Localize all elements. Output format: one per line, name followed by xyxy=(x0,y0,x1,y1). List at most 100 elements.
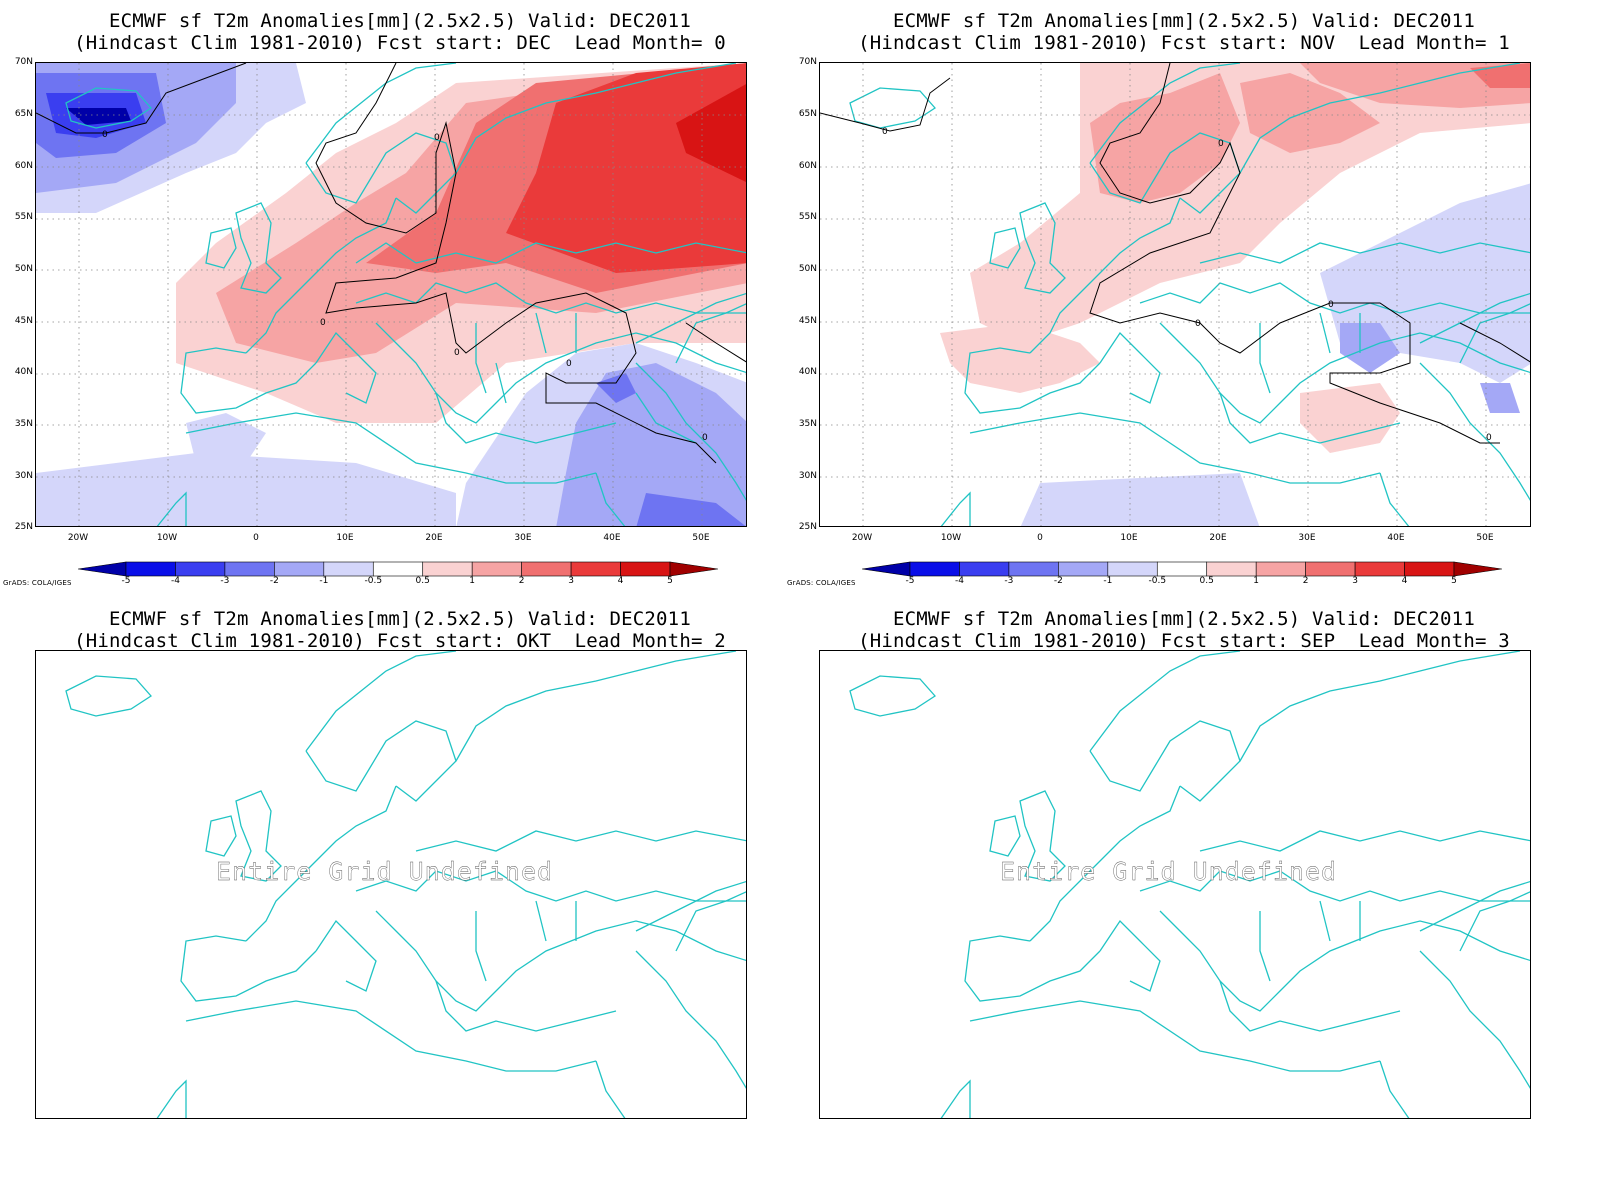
colorbar-label: -2 xyxy=(269,576,279,586)
colorbar-swatch xyxy=(274,561,325,577)
colorbar-label: 4 xyxy=(1401,576,1408,586)
lat-tick-label: 45N xyxy=(798,316,817,326)
colorbar-label: 0.5 xyxy=(415,576,430,586)
anomaly-shading xyxy=(940,63,1530,526)
colorbar-label: -3 xyxy=(220,576,230,586)
contour-label: 0 xyxy=(1328,300,1334,310)
lon-tick-label: 10E xyxy=(1120,533,1138,543)
contour-labels: 0 0 0 0 0 xyxy=(882,127,1492,443)
lat-tick-label: 55N xyxy=(14,212,33,222)
graticule xyxy=(820,63,1530,526)
colorbar-label: -2 xyxy=(1053,576,1063,586)
lon-tick-label: 40E xyxy=(603,533,621,543)
colorbar-swatch xyxy=(372,561,424,577)
lon-tick-label: 10W xyxy=(940,533,962,543)
colorbar-label: 2 xyxy=(518,576,525,586)
undefined-grid-message: Entire Grid Undefined xyxy=(216,857,554,886)
lat-tick-label: 30N xyxy=(14,471,33,481)
colorbar-label: -5 xyxy=(121,576,131,586)
colorbar-swatch xyxy=(1107,561,1158,577)
anomaly-map: 0 0 0 0 0 xyxy=(820,63,1530,526)
colorbar-swatch xyxy=(1008,561,1059,577)
coastlines xyxy=(849,63,1530,526)
colorbar-label: -4 xyxy=(170,576,180,586)
colorbar-label: 4 xyxy=(617,576,624,586)
lat-tick-label: 35N xyxy=(798,419,817,429)
grads-credit: GrADS: COLA/IGES xyxy=(787,579,856,587)
empty-map xyxy=(849,651,1530,1118)
zero-contours xyxy=(820,63,1530,444)
lon-tick-label: 20W xyxy=(67,533,89,543)
colorbar-swatch xyxy=(1058,561,1109,577)
lon-tick-label: 30E xyxy=(514,533,532,543)
lat-tick-label: 25N xyxy=(14,522,33,532)
lat-tick-label: 35N xyxy=(14,419,33,429)
zero-contours xyxy=(36,63,746,464)
lon-tick-label: 0 xyxy=(1037,533,1043,543)
lon-tick-label: 30E xyxy=(1298,533,1316,543)
colorbar-label: 5 xyxy=(1451,576,1457,586)
lat-tick-label: 70N xyxy=(798,57,817,67)
map-panel-lead-1: ECMWF sf T2m Anomalies[mm](2.5x2.5) Vali… xyxy=(784,0,1584,600)
lat-tick-label: 70N xyxy=(14,57,33,67)
lat-tick-label: 65N xyxy=(798,109,817,119)
anomaly-map: 0 0 0 0 0 0 xyxy=(36,63,746,526)
colorbar-label: -1 xyxy=(319,576,329,586)
lon-tick-label: 40E xyxy=(1387,533,1405,543)
colorbar-swatch xyxy=(175,561,226,577)
contour-label: 0 xyxy=(320,318,326,328)
contour-label: 0 xyxy=(102,130,108,140)
lon-tick-label: 50E xyxy=(1476,533,1494,543)
contour-label: 0 xyxy=(882,127,888,137)
lat-tick-label: 55N xyxy=(798,212,817,222)
colorbar-swatch xyxy=(1255,561,1306,577)
colorbar-swatch xyxy=(1404,561,1455,577)
contour-labels: 0 0 0 0 0 0 xyxy=(102,130,708,443)
coastlines xyxy=(65,651,746,1118)
lat-tick-label: 25N xyxy=(798,522,817,532)
colorbar-swatch xyxy=(125,561,176,577)
contour-label: 0 xyxy=(566,359,572,369)
lon-tick-label: 20E xyxy=(425,533,443,543)
map-panel-lead-2: ECMWF sf T2m Anomalies[mm](2.5x2.5) Vali… xyxy=(0,598,800,1198)
colorbar-label: -5 xyxy=(905,576,915,586)
map-frame: Entire Grid Undefined xyxy=(819,650,1531,1119)
lat-tick-label: 45N xyxy=(14,316,33,326)
colorbar-label: 3 xyxy=(1352,576,1358,586)
colorbar-swatch xyxy=(909,561,960,577)
contour-label: 0 xyxy=(434,133,440,143)
colorbar-label: -4 xyxy=(954,576,964,586)
colorbar-label: 0.5 xyxy=(1199,576,1214,586)
lat-tick-label: 60N xyxy=(798,161,817,171)
colorbar-swatch xyxy=(620,561,671,577)
grads-credit: GrADS: COLA/IGES xyxy=(3,579,72,587)
lon-tick-label: 20E xyxy=(1209,533,1227,543)
colorbar-label: 1 xyxy=(1253,576,1260,586)
colorbar-swatch xyxy=(1354,561,1405,577)
anomaly-shading xyxy=(36,63,746,526)
lon-tick-label: 0 xyxy=(253,533,259,543)
contour-label: 0 xyxy=(1218,139,1224,149)
contour-label: 0 xyxy=(1195,319,1201,329)
colorbar-high-arrow xyxy=(1453,561,1502,577)
lat-tick-label: 65N xyxy=(14,109,33,119)
panel-title-line1: ECMWF sf T2m Anomalies[mm](2.5x2.5) Vali… xyxy=(109,608,691,630)
contour-label: 0 xyxy=(454,348,460,358)
colorbar-high-arrow xyxy=(669,561,718,577)
colorbar-label: -3 xyxy=(1004,576,1014,586)
colorbar-label: -0.5 xyxy=(364,576,383,586)
lat-tick-label: 50N xyxy=(798,264,817,274)
panel-title-line2: (Hindcast Clim 1981-2010) Fcst start: NO… xyxy=(858,32,1510,54)
map-panel-lead-3: ECMWF sf T2m Anomalies[mm](2.5x2.5) Vali… xyxy=(784,598,1584,1198)
lat-tick-label: 40N xyxy=(798,367,817,377)
colorbar-label: 3 xyxy=(568,576,574,586)
lon-tick-label: 10E xyxy=(336,533,354,543)
colorbar-low-arrow xyxy=(862,561,911,577)
colorbar xyxy=(78,561,718,577)
contour-label: 0 xyxy=(702,433,708,443)
panel-title-line2: (Hindcast Clim 1981-2010) Fcst start: SE… xyxy=(858,630,1510,652)
map-frame: 0 0 0 0 0 xyxy=(819,62,1531,527)
lon-tick-label: 50E xyxy=(692,533,710,543)
empty-map xyxy=(65,651,746,1118)
lat-tick-label: 40N xyxy=(14,367,33,377)
